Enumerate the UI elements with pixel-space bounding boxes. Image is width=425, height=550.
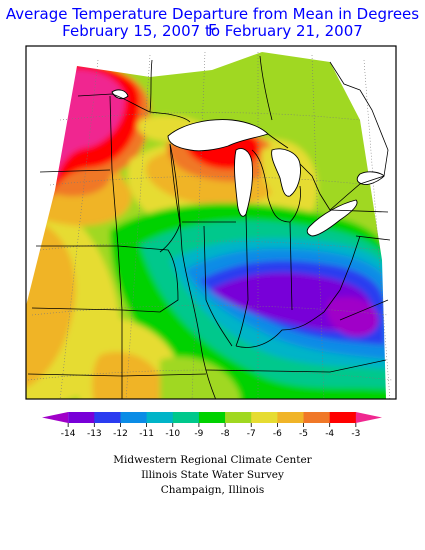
legend-tick-label: -5	[299, 429, 308, 439]
map-frame	[25, 45, 397, 400]
legend-tick-label: -10	[165, 429, 180, 439]
legend-tick-label: -12	[113, 429, 128, 439]
legend-tick-label: -7	[247, 429, 256, 439]
legend-swatch	[329, 412, 357, 423]
legend-swatch	[251, 412, 278, 423]
legend-swatch	[94, 412, 121, 423]
legend-tick-label: -4	[325, 429, 334, 439]
legend-swatch	[146, 412, 174, 423]
legend-swatch	[277, 412, 304, 423]
legend-swatch	[198, 412, 226, 423]
legend-swatch	[355, 412, 382, 423]
legend-swatch	[120, 412, 148, 423]
legend-swatch	[303, 412, 331, 423]
lake-superior	[167, 119, 269, 152]
map-date-range: February 15, 2007 to February 21, 2007	[62, 22, 363, 40]
legend-tick-label: -9	[194, 429, 203, 439]
legend-tick-label: -3	[351, 429, 360, 439]
legend-swatch	[225, 412, 252, 423]
lake-of-the-woods	[111, 89, 129, 100]
credits-line-1: Midwestern Regional Climate Center	[113, 454, 312, 466]
legend-swatch	[42, 412, 69, 423]
political-boundaries	[27, 55, 391, 399]
credits-line-3: Champaign, Illinois	[160, 484, 265, 496]
map-title: Average Temperature Departure from Mean …	[5, 5, 420, 39]
lake-erie	[306, 199, 358, 237]
lake-huron	[271, 148, 301, 197]
legend-swatch	[172, 412, 200, 423]
lake-ontario	[356, 171, 385, 185]
legend-tick-label: -13	[87, 429, 102, 439]
legend-tick-label: -11	[139, 429, 154, 439]
legend-tick-label: -6	[273, 429, 282, 439]
temperature-field	[26, 52, 386, 399]
color-legend: -14 -13 -12 -11 -10 -9 -8 -7 -6 -5 -4 -3	[42, 412, 382, 439]
legend-tick-label: -8	[221, 429, 230, 439]
legend-tick-label: -14	[61, 429, 76, 439]
credits-line-2: Illinois State Water Survey	[141, 469, 284, 481]
great-lakes	[111, 89, 385, 237]
legend-swatch	[68, 412, 95, 423]
